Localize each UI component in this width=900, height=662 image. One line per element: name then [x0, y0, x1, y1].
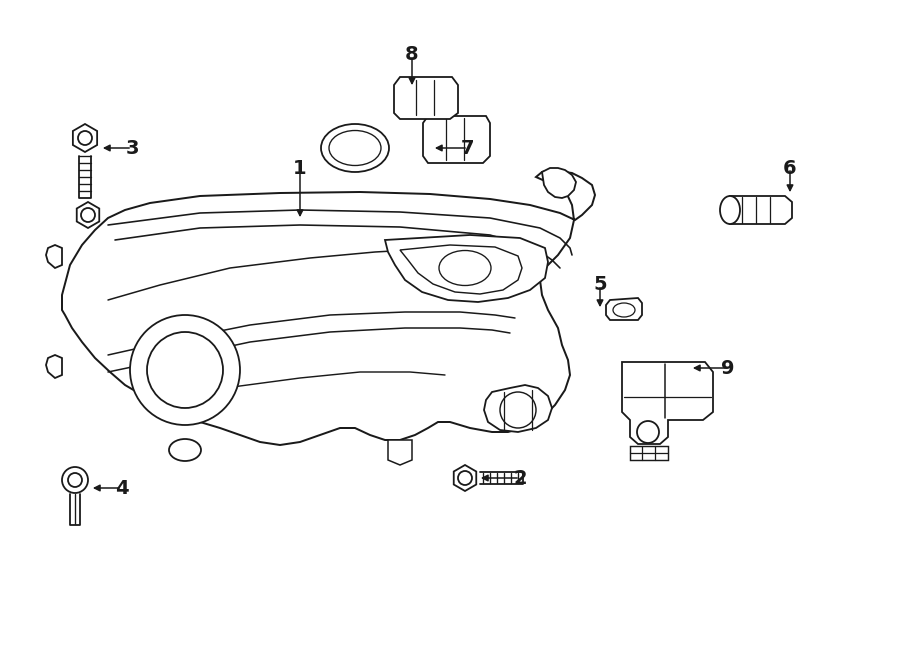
Text: 8: 8 — [405, 46, 418, 64]
Text: 6: 6 — [783, 158, 796, 177]
Polygon shape — [423, 116, 490, 163]
Circle shape — [637, 421, 659, 443]
Polygon shape — [630, 446, 668, 460]
Polygon shape — [454, 465, 476, 491]
Polygon shape — [388, 440, 412, 465]
Circle shape — [62, 467, 88, 493]
Polygon shape — [46, 355, 62, 378]
Polygon shape — [73, 124, 97, 152]
Polygon shape — [606, 298, 642, 320]
Text: 4: 4 — [115, 479, 129, 498]
Polygon shape — [385, 235, 548, 302]
Ellipse shape — [439, 250, 491, 285]
Polygon shape — [622, 362, 713, 444]
Circle shape — [500, 392, 536, 428]
Polygon shape — [46, 245, 62, 268]
Polygon shape — [484, 385, 552, 432]
Text: 1: 1 — [293, 158, 307, 177]
Polygon shape — [76, 202, 99, 228]
Polygon shape — [400, 245, 522, 294]
Polygon shape — [62, 170, 595, 445]
Polygon shape — [394, 77, 458, 119]
Ellipse shape — [720, 196, 740, 224]
Ellipse shape — [169, 439, 201, 461]
Polygon shape — [542, 168, 576, 198]
Text: 9: 9 — [721, 359, 734, 377]
Ellipse shape — [321, 124, 389, 172]
Text: 2: 2 — [513, 469, 526, 487]
Text: 3: 3 — [125, 138, 139, 158]
Polygon shape — [730, 196, 792, 224]
Circle shape — [147, 332, 223, 408]
Text: 5: 5 — [593, 275, 607, 295]
Text: 7: 7 — [461, 138, 475, 158]
Circle shape — [130, 315, 240, 425]
